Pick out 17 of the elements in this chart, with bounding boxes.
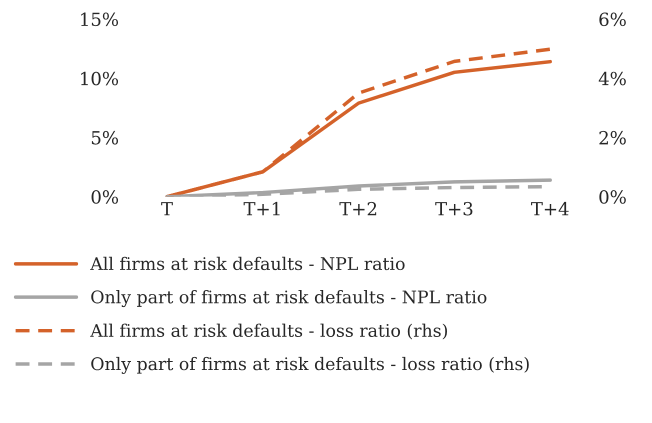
- x-tick-label: T+1: [244, 202, 280, 216]
- x-tick-label: T+4: [531, 202, 569, 216]
- legend-label: Only part of firms at risk defaults - loss ratio (rhs): [91, 356, 529, 374]
- y2-tick-label: 4%: [598, 72, 626, 86]
- y-tick-label: 0%: [92, 190, 118, 204]
- y2-tick-label: 0%: [599, 190, 626, 204]
- legend-label: All firms at risk defaults - NPL ratio: [90, 256, 405, 270]
- legend-label: All firms at risk defaults - loss ratio (rhs): [90, 324, 447, 340]
- x-tick-label: T+3: [435, 202, 472, 216]
- y2-tick-label: 6%: [599, 12, 626, 26]
- y-tick-label: 10%: [81, 72, 118, 86]
- x-tick-label: T: [161, 202, 173, 216]
- legend-label: Only part of firms at risk defaults - NPL ratio: [91, 290, 486, 308]
- y-tick-label: 15%: [81, 12, 118, 26]
- y-tick-label: 5%: [92, 130, 118, 145]
- y2-tick-label: 2%: [599, 130, 626, 145]
- x-tick-label: T+2: [339, 202, 376, 216]
